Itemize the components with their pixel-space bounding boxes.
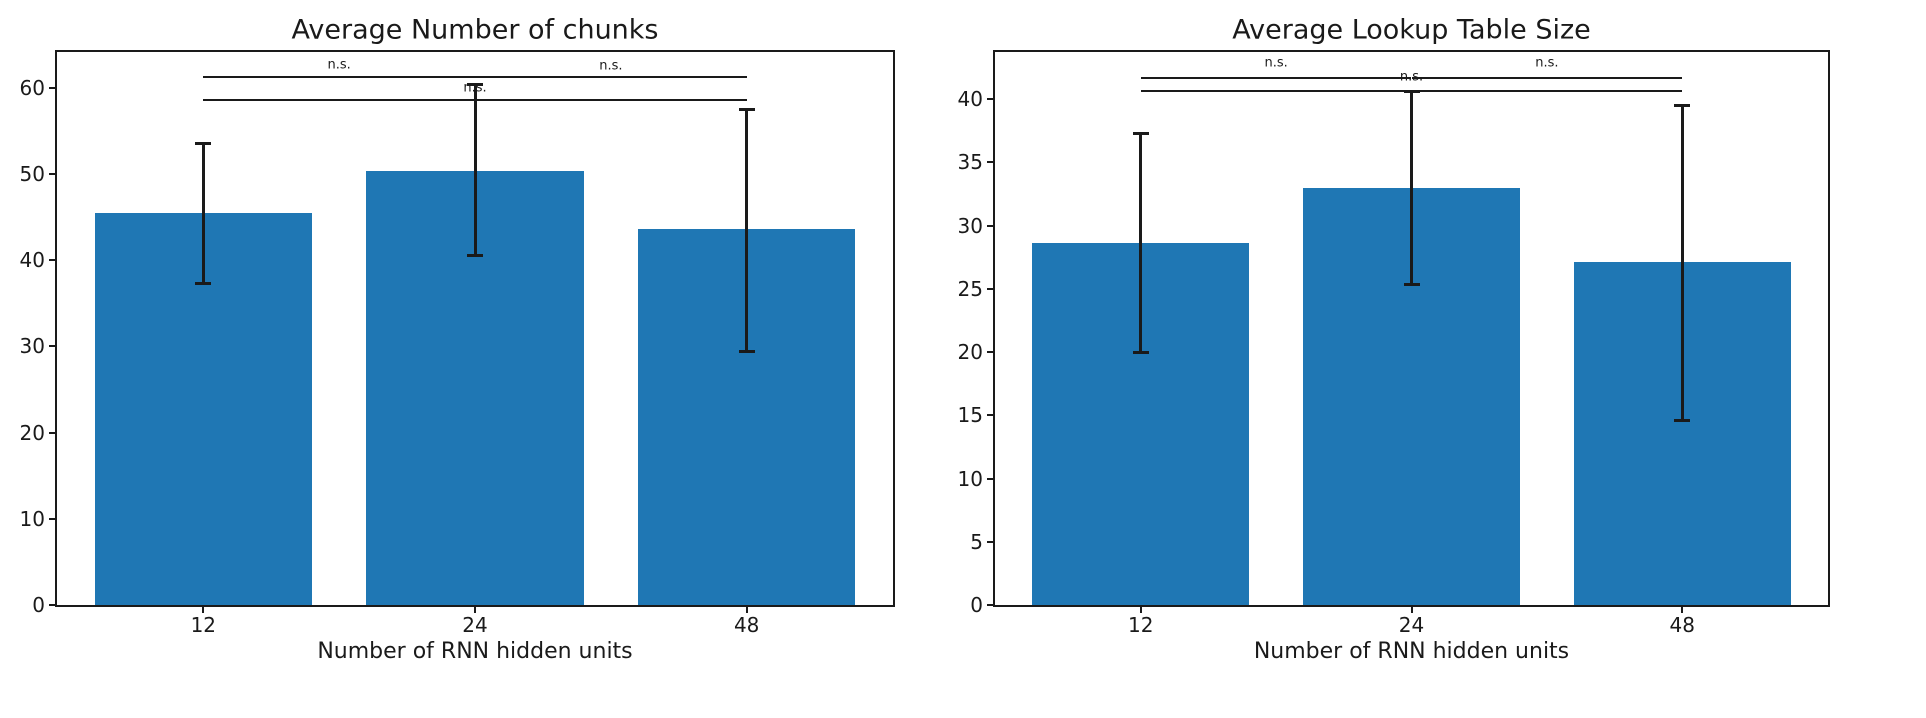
error-bar-12-cap-bottom — [1132, 350, 1149, 354]
y-tick-label: 0 — [970, 593, 983, 617]
chart-title: Average Lookup Table Size — [1232, 14, 1591, 46]
x-tick — [202, 607, 205, 613]
y-tick-label: 30 — [957, 213, 983, 238]
error-bar-48 — [1680, 105, 1684, 421]
x-axis-label: Number of RNN hidden units — [317, 639, 633, 664]
significance-label: n.s. — [327, 57, 351, 73]
significance-label: n.s. — [463, 80, 487, 96]
significance-label: n.s. — [1399, 69, 1424, 85]
y-tick — [49, 345, 55, 348]
significance-label: n.s. — [599, 58, 623, 74]
x-tick — [1139, 607, 1142, 613]
x-tick-label: 48 — [1669, 613, 1695, 637]
y-tick-label: 30 — [19, 334, 45, 359]
y-tick — [987, 161, 993, 164]
y-tick-label: 35 — [957, 150, 983, 175]
x-tick-label: 24 — [462, 613, 488, 637]
y-tick-label: 10 — [19, 506, 45, 531]
chart-title: Average Number of chunks — [291, 14, 659, 46]
error-bar-24 — [1410, 91, 1413, 285]
significance-line — [1140, 90, 1683, 93]
error-bar-12 — [201, 143, 205, 284]
y-tick-label: 60 — [19, 75, 45, 100]
error-bar-24-cap-bottom — [467, 254, 483, 258]
plot-frame — [993, 50, 1830, 607]
y-tick — [987, 224, 993, 227]
x-axis-label: Number of RNN hidden units — [1253, 639, 1570, 664]
y-tick-label: 40 — [19, 248, 45, 273]
y-tick — [987, 98, 993, 101]
y-tick — [987, 351, 993, 354]
x-tick-label: 12 — [190, 613, 217, 637]
x-tick — [745, 607, 748, 613]
y-tick-label: 5 — [970, 529, 983, 554]
error-bar-12-cap-bottom — [195, 282, 212, 286]
error-bar-24-cap-bottom — [1403, 283, 1420, 287]
error-bar-12-cap-top — [195, 141, 212, 145]
x-tick-label: 24 — [1398, 613, 1425, 637]
y-tick-label: 0 — [32, 593, 45, 617]
y-tick — [49, 86, 55, 89]
plot-frame — [55, 50, 895, 607]
y-tick-label: 10 — [957, 466, 983, 491]
significance-line — [203, 99, 747, 101]
error-bar-48-cap-top — [738, 107, 755, 111]
y-tick-label: 20 — [957, 340, 983, 365]
y-tick — [49, 604, 55, 606]
y-tick — [49, 517, 55, 520]
significance-line — [203, 75, 475, 78]
error-bar-12-cap-top — [1132, 131, 1149, 135]
error-bar-48-cap-top — [1674, 103, 1691, 107]
significance-line — [1411, 77, 1683, 80]
y-tick-label: 50 — [19, 162, 45, 187]
significance-label: n.s. — [1264, 55, 1288, 71]
error-bar-12 — [1139, 133, 1143, 353]
x-tick — [474, 607, 476, 613]
x-tick — [1681, 607, 1684, 613]
y-tick — [49, 173, 55, 176]
x-tick-label: 48 — [733, 613, 760, 637]
significance-line — [475, 75, 747, 78]
significance-label: n.s. — [1535, 55, 1559, 71]
error-bar-48 — [745, 109, 749, 352]
y-tick — [987, 540, 993, 543]
error-bar-24-cap-top — [467, 82, 483, 86]
error-bar-48-cap-bottom — [738, 350, 755, 354]
y-tick — [987, 414, 993, 417]
y-tick — [49, 259, 55, 262]
y-tick — [987, 477, 993, 480]
y-tick-label: 40 — [957, 87, 983, 112]
y-tick — [987, 287, 993, 290]
x-tick — [1410, 607, 1413, 613]
error-bar-48-cap-bottom — [1674, 418, 1691, 422]
y-tick — [49, 431, 55, 434]
y-tick-label: 25 — [957, 276, 983, 301]
x-tick-label: 12 — [1128, 613, 1154, 637]
significance-line — [1140, 77, 1412, 80]
y-tick — [987, 604, 993, 606]
y-tick-label: 15 — [957, 403, 983, 428]
error-bar-24 — [473, 84, 477, 256]
y-tick-label: 20 — [19, 420, 45, 445]
